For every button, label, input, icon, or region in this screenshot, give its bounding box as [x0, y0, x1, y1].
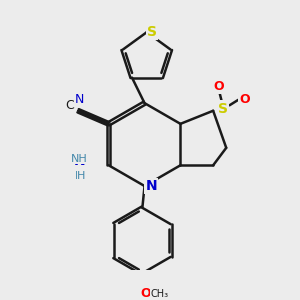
- Text: O: O: [239, 93, 250, 106]
- Text: N: N: [74, 154, 85, 168]
- Text: S: S: [218, 102, 228, 116]
- Text: C: C: [65, 99, 74, 112]
- Text: S: S: [147, 25, 157, 39]
- Text: CH₃: CH₃: [151, 289, 169, 299]
- Text: N: N: [145, 179, 157, 193]
- Text: NH: NH: [71, 154, 88, 164]
- Text: O: O: [213, 80, 224, 93]
- Text: N: N: [74, 93, 84, 106]
- Text: H: H: [75, 171, 83, 181]
- Text: O: O: [140, 287, 151, 300]
- Text: H: H: [77, 171, 86, 181]
